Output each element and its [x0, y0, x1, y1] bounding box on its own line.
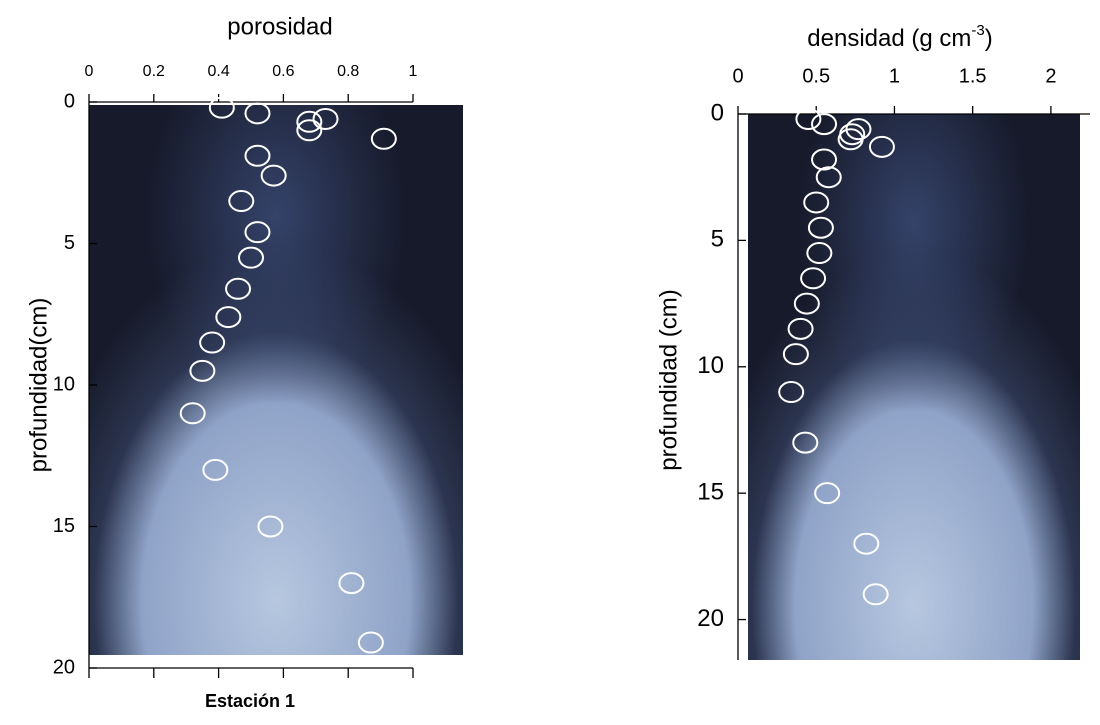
y-tick-label: 20: [53, 656, 75, 678]
point: [868, 135, 895, 158]
point: [260, 164, 287, 187]
point: [800, 267, 827, 290]
x-tick-label: 1: [889, 65, 900, 87]
point: [202, 458, 229, 481]
point: [244, 221, 271, 244]
point: [806, 242, 833, 265]
point: [811, 148, 838, 171]
point: [815, 166, 842, 189]
core-image: [89, 105, 463, 655]
point: [792, 431, 819, 454]
point: [238, 246, 264, 269]
y-tick-label: 5: [711, 226, 724, 253]
x-tick-label: 0: [732, 65, 743, 87]
point: [793, 292, 820, 315]
point: [853, 532, 880, 555]
point: [244, 144, 271, 167]
x-axis-title: densidad (g cm-3): [807, 22, 992, 52]
y-tick-label: 15: [53, 515, 75, 537]
core-image: [748, 114, 1080, 660]
point: [228, 190, 255, 213]
point: [215, 306, 242, 329]
point: [807, 216, 834, 239]
x-axis-title: porosidad: [227, 13, 332, 40]
y-tick-label: 10: [53, 373, 75, 395]
point: [189, 359, 216, 382]
y-tick-label: 5: [64, 232, 75, 254]
point: [778, 381, 805, 404]
point: [803, 191, 830, 214]
x-tick-label: 0.8: [337, 63, 359, 80]
x-tick-label: 0.2: [143, 63, 165, 80]
x-tick-label: 0.5: [802, 65, 830, 87]
point: [814, 482, 841, 505]
x-tick-label: 0.4: [207, 63, 229, 80]
x-axis-title-sup: -3: [971, 22, 984, 39]
point: [244, 102, 271, 125]
point: [862, 583, 889, 606]
x-axis-title-text: densidad (g cm: [807, 25, 971, 52]
point: [357, 631, 384, 654]
x-tick-label: 0.6: [272, 63, 294, 80]
y-tick-label: 10: [697, 352, 724, 379]
y-tick-label: 20: [697, 605, 724, 632]
point: [257, 515, 284, 538]
point: [296, 110, 323, 133]
y-axis-title: profundidad(cm): [25, 298, 52, 473]
y-axis-title: profundidad (cm): [655, 289, 682, 470]
y-tick-label: 0: [711, 99, 724, 126]
point: [837, 128, 864, 151]
caption: Estación 1: [205, 691, 295, 711]
point: [296, 119, 323, 142]
point: [225, 277, 252, 300]
x-tick-label: 1.5: [959, 65, 987, 87]
y-tick-label: 0: [64, 90, 75, 112]
point: [338, 572, 365, 595]
point: [370, 127, 397, 150]
point: [782, 343, 809, 366]
point: [208, 96, 235, 119]
point: [795, 108, 822, 131]
point: [199, 331, 226, 354]
point: [312, 107, 339, 130]
point: [811, 113, 838, 136]
point: [787, 317, 814, 340]
x-tick-label: 2: [1045, 65, 1056, 87]
x-tick-label: 0: [85, 63, 94, 80]
x-tick-label: 1: [409, 63, 418, 80]
point: [179, 402, 206, 425]
x-axis-title-tail: ): [985, 25, 993, 52]
y-tick-label: 15: [697, 479, 724, 506]
